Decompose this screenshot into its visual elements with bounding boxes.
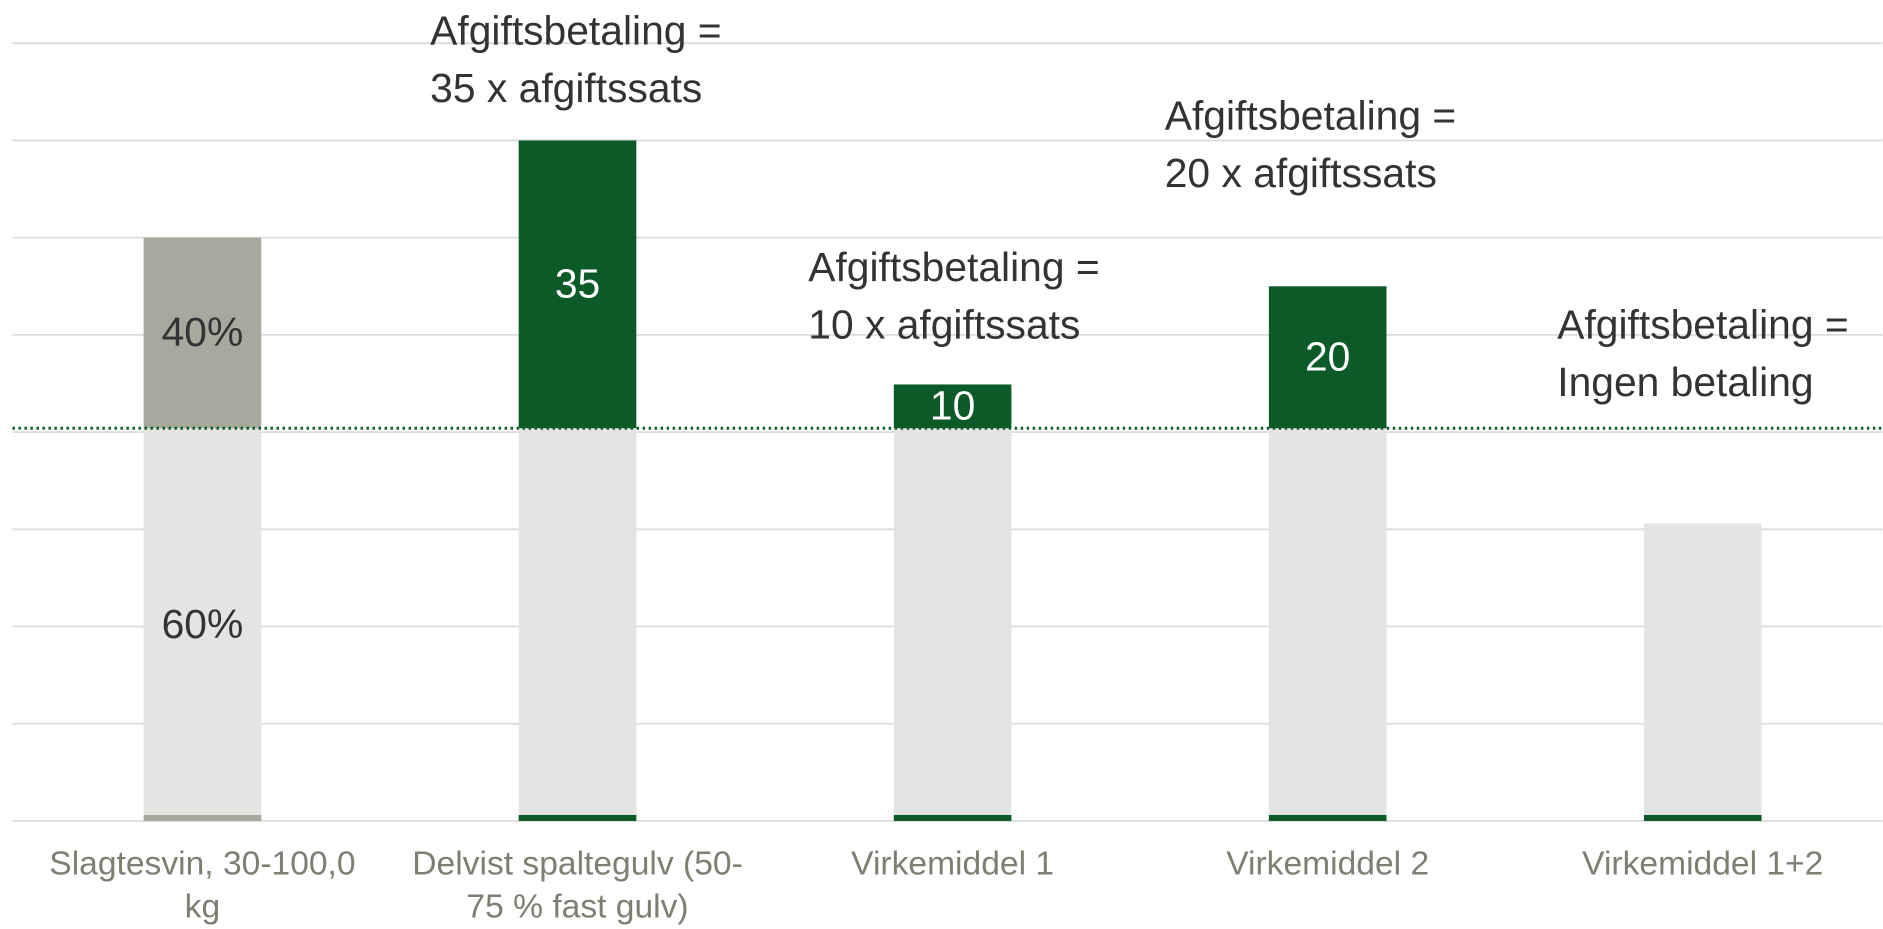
bar-segment — [893, 384, 1012, 429]
annotation: Afgiftsbetaling = — [430, 7, 721, 53]
annotation: 35 x afgiftssats — [430, 65, 702, 111]
bar-segment — [893, 428, 1012, 821]
bar-segment — [518, 428, 637, 821]
segment-label: 20 — [1305, 333, 1350, 379]
x-tick-label: Virkemiddel 2 — [1226, 845, 1429, 882]
x-tick-label: Slagtesvin, 30-100,0 — [49, 845, 355, 882]
bar-base-strip — [893, 814, 1012, 821]
bar-base-strip — [1268, 814, 1387, 821]
annotation: Afgiftsbetaling = — [1557, 301, 1848, 347]
bar-base-strip — [518, 814, 637, 821]
segment-label: 60% — [162, 601, 244, 647]
segment-label: 10 — [930, 383, 975, 429]
x-tick-label: Delvist spaltegulv (50- — [412, 845, 742, 882]
annotation: Afgiftsbetaling = — [808, 244, 1099, 290]
segment-label: 40% — [162, 309, 244, 355]
bar-base-strip — [143, 814, 262, 821]
annotation: Ingen betaling — [1557, 359, 1813, 405]
annotation: 10 x afgiftssats — [808, 301, 1080, 347]
bar-segment — [1268, 286, 1387, 429]
bar-segment — [1268, 428, 1387, 821]
x-tick-label: 75 % fast gulv) — [466, 888, 688, 925]
bar-segment — [143, 428, 262, 821]
x-tick-label: kg — [185, 888, 220, 925]
annotation: Afgiftsbetaling = — [1165, 93, 1456, 139]
bar-segment — [518, 140, 637, 429]
bar-segment — [143, 237, 262, 429]
x-tick-label: Virkemiddel 1 — [851, 845, 1054, 882]
x-tick-label: Virkemiddel 1+2 — [1582, 845, 1823, 882]
bar-base-strip — [1643, 814, 1762, 821]
annotation: 20 x afgiftssats — [1165, 150, 1437, 196]
bar-segment — [1643, 523, 1762, 821]
segment-label: 35 — [555, 260, 600, 306]
